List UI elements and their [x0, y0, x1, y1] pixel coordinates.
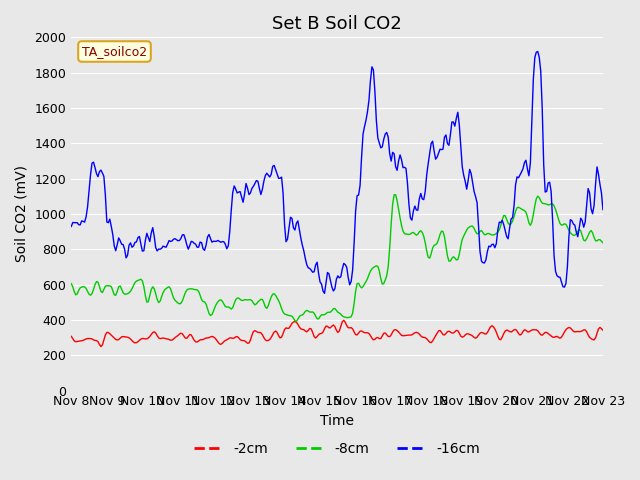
Title: Set B Soil CO2: Set B Soil CO2: [272, 15, 402, 33]
Y-axis label: Soil CO2 (mV): Soil CO2 (mV): [15, 166, 29, 263]
Legend: -2cm, -8cm, -16cm: -2cm, -8cm, -16cm: [189, 436, 486, 461]
X-axis label: Time: Time: [320, 414, 354, 428]
Text: TA_soilco2: TA_soilco2: [82, 45, 147, 58]
